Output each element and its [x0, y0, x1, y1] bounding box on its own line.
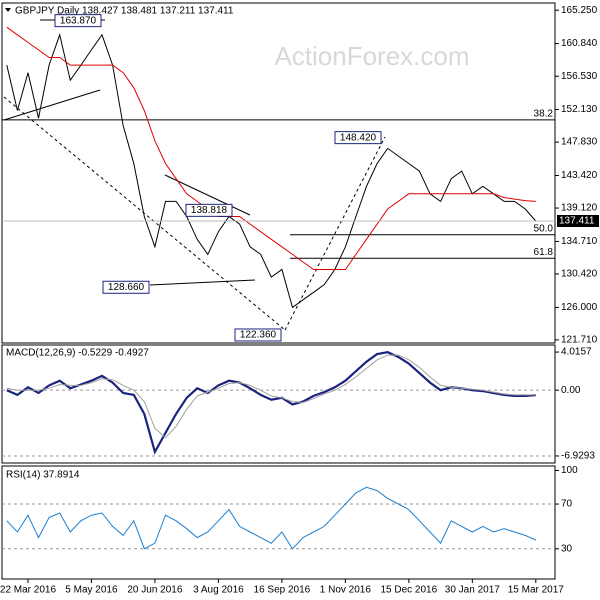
x-tick-label: 3 Aug 2016: [193, 585, 244, 596]
series-line: [6, 33, 537, 309]
annotation-box: [54, 14, 102, 28]
annotation-box: [185, 203, 233, 217]
y-tick-label: 156.530: [561, 71, 598, 82]
y-tick-label: -6.9293: [561, 451, 595, 462]
last-price-box: [557, 215, 599, 228]
rsi-title: RSI(14) 37.8914: [6, 470, 80, 481]
annotation-box: [102, 280, 150, 294]
y-tick-label: 139.120: [561, 203, 598, 214]
x-tick-label: 22 Mar 2016: [0, 585, 56, 596]
annotation-label: 128.660: [108, 282, 145, 293]
fib-label: 38.2: [534, 109, 554, 120]
annotation-box: [234, 328, 282, 342]
y-tick-label: 4.0157: [561, 347, 592, 358]
fib-label: 61.8: [534, 247, 554, 258]
y-tick-label: 70: [561, 499, 573, 510]
x-tick-label: 15 Mar 2017: [508, 585, 565, 596]
series-line: [6, 351, 536, 455]
macd-panel: [1, 344, 556, 464]
ohlc: 138.427 138.481 137.211 137.411: [82, 6, 234, 17]
menu-arrow: [5, 8, 11, 12]
x-tick-label: 1 Nov 2016: [320, 585, 372, 596]
price-panel: [1, 2, 556, 344]
annotation-label: 163.870: [60, 15, 97, 26]
series-line: [6, 26, 536, 270]
y-tick-label: 143.420: [561, 170, 598, 181]
x-tick-label: 15 Dec 2016: [380, 585, 437, 596]
last-price-label: 137.411: [559, 216, 595, 227]
trend-lines: [3, 19, 386, 331]
annotation-label: 122.360: [240, 330, 277, 341]
y-tick-label: 30: [561, 543, 573, 554]
chart-title: GBPJPY Daily: [15, 6, 79, 17]
y-tick-label: 100: [561, 465, 578, 476]
x-tick-label: 5 May 2016: [65, 585, 118, 596]
watermark: ActionForex.com: [274, 41, 469, 71]
annotation-box: [334, 131, 382, 145]
x-tick-label: 20 Jun 2016: [127, 585, 182, 596]
y-tick-label: 134.710: [561, 236, 598, 247]
y-tick-label: 165.250: [561, 5, 598, 16]
y-tick-label: 160.840: [561, 38, 598, 49]
series-line: [6, 486, 536, 550]
y-tick-label: 126.000: [561, 302, 598, 313]
y-tick-label: 0.00: [561, 385, 581, 396]
annotation-label: 148.420: [340, 132, 377, 143]
y-tick-label: 147.830: [561, 137, 598, 148]
x-tick-label: 30 Jan 2017: [445, 585, 500, 596]
y-tick-label: 121.710: [561, 335, 598, 346]
y-tick-label: 152.130: [561, 104, 598, 115]
macd-title: MACD(12,26,9) -0.5229 -0.4927: [6, 348, 149, 359]
annotation-label: 138.818: [191, 205, 228, 216]
fib-label: 50.0: [534, 223, 554, 234]
series-line: [6, 354, 536, 439]
x-tick-label: 16 Sep 2016: [254, 585, 311, 596]
rsi-panel: [1, 465, 556, 580]
y-tick-label: 130.420: [561, 269, 598, 280]
